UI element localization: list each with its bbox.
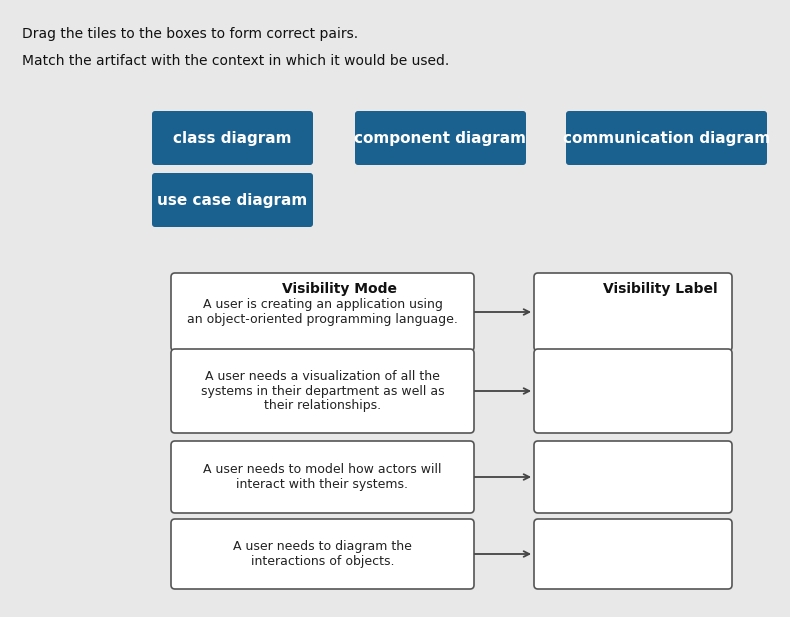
Text: communication diagram: communication diagram	[563, 131, 770, 146]
FancyBboxPatch shape	[152, 173, 313, 227]
Text: Match the artifact with the context in which it would be used.: Match the artifact with the context in w…	[22, 54, 450, 68]
FancyBboxPatch shape	[534, 519, 732, 589]
Text: component diagram: component diagram	[355, 131, 526, 146]
Text: Visibility Label: Visibility Label	[603, 282, 717, 296]
FancyBboxPatch shape	[171, 441, 474, 513]
Text: A user needs a visualization of all the
systems in their department as well as
t: A user needs a visualization of all the …	[201, 370, 444, 413]
Text: A user is creating an application using
an object-oriented programming language.: A user is creating an application using …	[187, 298, 458, 326]
FancyBboxPatch shape	[355, 111, 526, 165]
Text: A user needs to model how actors will
interact with their systems.: A user needs to model how actors will in…	[203, 463, 442, 491]
FancyBboxPatch shape	[534, 441, 732, 513]
FancyBboxPatch shape	[534, 349, 732, 433]
FancyBboxPatch shape	[171, 349, 474, 433]
FancyBboxPatch shape	[566, 111, 767, 165]
Text: Drag the tiles to the boxes to form correct pairs.: Drag the tiles to the boxes to form corr…	[22, 27, 358, 41]
Text: Visibility Mode: Visibility Mode	[283, 282, 397, 296]
FancyBboxPatch shape	[171, 273, 474, 351]
Text: class diagram: class diagram	[173, 131, 292, 146]
FancyBboxPatch shape	[534, 273, 732, 351]
Text: A user needs to diagram the
interactions of objects.: A user needs to diagram the interactions…	[233, 540, 412, 568]
Text: use case diagram: use case diagram	[157, 193, 307, 207]
FancyBboxPatch shape	[171, 519, 474, 589]
FancyBboxPatch shape	[152, 111, 313, 165]
